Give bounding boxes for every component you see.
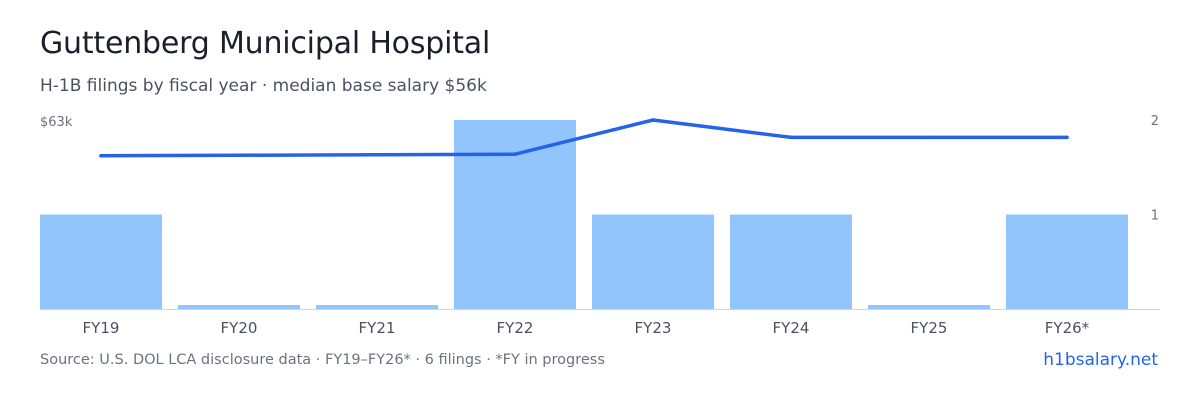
salary-point-fy23	[651, 118, 655, 122]
bars-group	[40, 120, 1128, 309]
x-tick-labels: FY19 FY20 FY21 FY22 FY23 FY24 FY25 FY26*	[83, 319, 1090, 337]
x-tick-label: FY22	[497, 319, 534, 337]
salary-point-fy20	[237, 153, 241, 157]
salary-point-fy25	[927, 135, 931, 140]
bar-fy20	[178, 305, 300, 309]
chart-title: Guttenberg Municipal Hospital	[40, 26, 491, 61]
bar-fy22	[454, 120, 576, 309]
bar-fy25	[868, 305, 990, 309]
footer-source: Source: U.S. DOL LCA disclosure data · F…	[40, 352, 605, 368]
bar-fy26-star	[1006, 214, 1128, 309]
left-axis-tick-label: $63k	[40, 115, 73, 130]
x-tick-label: FY19	[83, 319, 120, 337]
x-tick-label: FY25	[911, 319, 948, 337]
footer-brand-link[interactable]: h1bsalary.net	[1043, 350, 1158, 370]
right-axis-tick-label: 1	[1151, 209, 1159, 224]
x-tick-label: FY21	[359, 319, 396, 337]
bar-fy24	[730, 214, 852, 309]
salary-point-fy21	[375, 152, 379, 157]
bar-fy23	[592, 214, 714, 309]
right-axis-tick-label: 2	[1151, 114, 1159, 129]
bar-fy19	[40, 214, 162, 309]
salary-point-fy24	[789, 135, 793, 140]
right-axis-ticks: 21	[1151, 114, 1159, 224]
x-tick-label: FY24	[773, 319, 810, 337]
left-axis-ticks: $63k	[40, 115, 73, 130]
x-tick-label: FY20	[221, 319, 258, 337]
salary-point-fy22	[513, 152, 517, 156]
salary-point-fy19	[99, 154, 103, 158]
x-tick-label: FY26*	[1045, 319, 1090, 337]
x-tick-label: FY23	[635, 319, 672, 337]
salary-point-fy26-star	[1065, 135, 1069, 140]
salary-line	[99, 118, 1069, 158]
salary-line-group	[99, 118, 1069, 158]
bar-fy21	[316, 305, 438, 309]
chart-subtitle: H-1B filings by fiscal year · median bas…	[40, 76, 487, 96]
